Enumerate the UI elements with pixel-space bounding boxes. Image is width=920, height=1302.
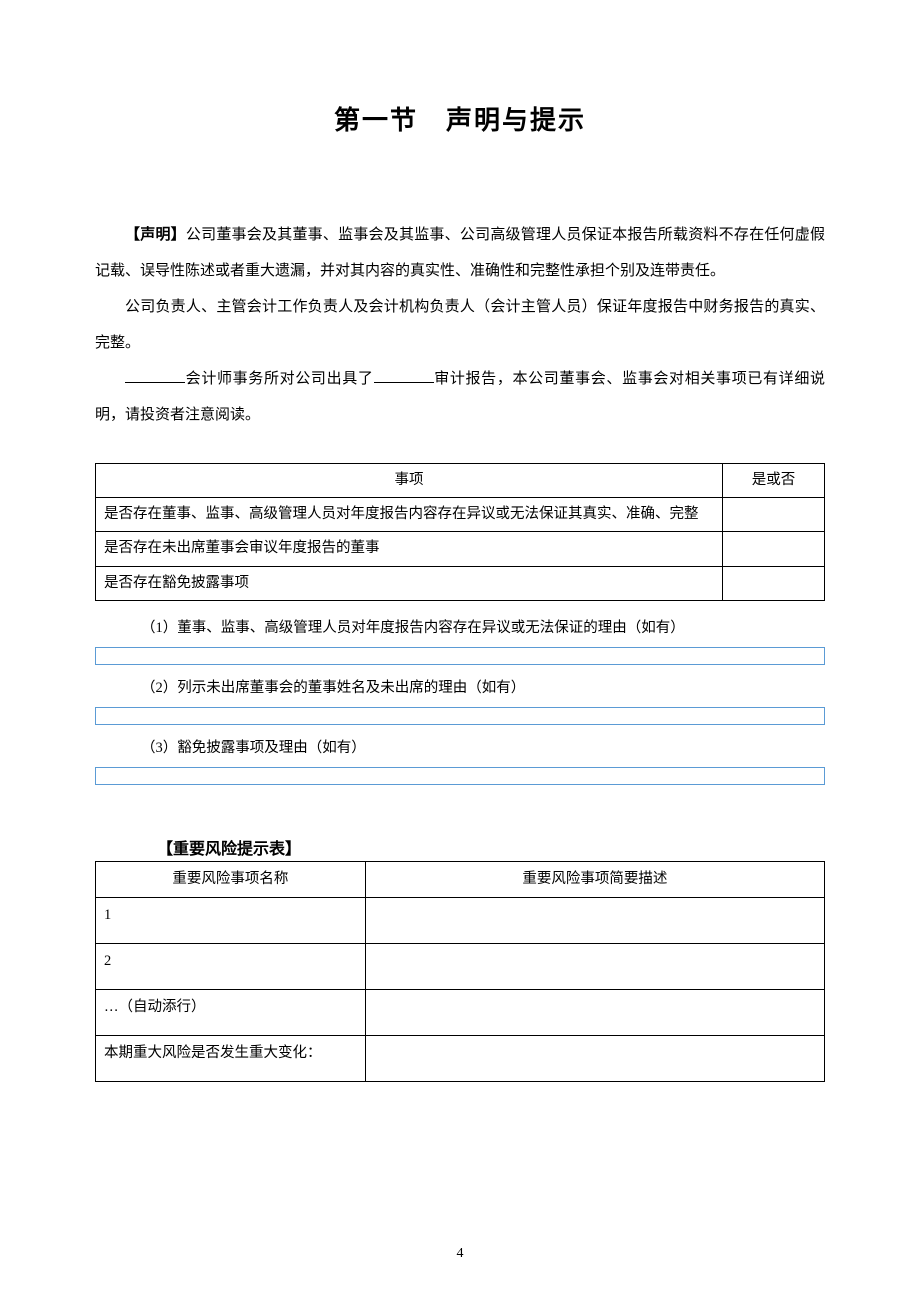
cell-yn[interactable] <box>722 532 824 566</box>
paragraph-1: 【声明】公司董事会及其董事、监事会及其监事、公司高级管理人员保证本报告所载资料不… <box>95 217 825 289</box>
page-number: 4 <box>0 1246 920 1262</box>
table-row: 是否存在未出席董事会审议年度报告的董事 <box>96 532 825 566</box>
risk-header-name: 重要风险事项名称 <box>96 862 366 898</box>
section-title: 第一节 声明与提示 <box>95 100 825 137</box>
declaration-block: 【声明】公司董事会及其董事、监事会及其监事、公司高级管理人员保证本报告所载资料不… <box>95 217 825 433</box>
matters-table: 事项 是或否 是否存在董事、监事、高级管理人员对年度报告内容存在异议或无法保证其… <box>95 463 825 601</box>
cell-item: 是否存在豁免披露事项 <box>96 566 723 600</box>
table-row: 是否存在董事、监事、高级管理人员对年度报告内容存在异议或无法保证其真实、准确、完… <box>96 498 825 532</box>
cell-yn[interactable] <box>722 498 824 532</box>
input-box-3[interactable] <box>95 767 825 785</box>
risk-table: 重要风险事项名称 重要风险事项简要描述 1 2 …（自动添行） 本期重大风险是否… <box>95 861 825 1082</box>
risk-cell-name: …（自动添行） <box>96 990 366 1036</box>
paragraph-2: 公司负责人、主管会计工作负责人及会计机构负责人（会计主管人员）保证年度报告中财务… <box>95 289 825 361</box>
cell-item: 是否存在未出席董事会审议年度报告的董事 <box>96 532 723 566</box>
risk-cell-desc[interactable] <box>365 944 824 990</box>
risk-cell-desc[interactable] <box>365 898 824 944</box>
sub-item-1: （1）董事、监事、高级管理人员对年度报告内容存在异议或无法保证的理由（如有） <box>95 609 825 647</box>
risk-row: 2 <box>96 944 825 990</box>
blank-field-1[interactable] <box>125 368 185 383</box>
risk-cell-desc[interactable] <box>365 1036 824 1082</box>
risk-header-row: 重要风险事项名称 重要风险事项简要描述 <box>96 862 825 898</box>
header-yn: 是或否 <box>722 464 824 498</box>
risk-title: 【重要风险提示表】 <box>95 835 825 859</box>
declaration-label: 【声明】 <box>125 227 186 243</box>
paragraph-3: 会计师事务所对公司出具了审计报告，本公司董事会、监事会对相关事项已有详细说明，请… <box>95 361 825 433</box>
risk-cell-name: 2 <box>96 944 366 990</box>
sub-item-3: （3）豁免披露事项及理由（如有） <box>95 729 825 767</box>
para1-text: 公司董事会及其董事、监事会及其监事、公司高级管理人员保证本报告所载资料不存在任何… <box>95 227 825 279</box>
input-box-1[interactable] <box>95 647 825 665</box>
risk-header-desc: 重要风险事项简要描述 <box>365 862 824 898</box>
input-box-2[interactable] <box>95 707 825 725</box>
table-row: 是否存在豁免披露事项 <box>96 566 825 600</box>
cell-item: 是否存在董事、监事、高级管理人员对年度报告内容存在异议或无法保证其真实、准确、完… <box>96 498 723 532</box>
sub-item-2: （2）列示未出席董事会的董事姓名及未出席的理由（如有） <box>95 669 825 707</box>
risk-cell-desc[interactable] <box>365 990 824 1036</box>
risk-cell-name: 本期重大风险是否发生重大变化： <box>96 1036 366 1082</box>
blank-field-2[interactable] <box>374 368 434 383</box>
risk-row: …（自动添行） <box>96 990 825 1036</box>
cell-yn[interactable] <box>722 566 824 600</box>
header-item: 事项 <box>96 464 723 498</box>
risk-row: 1 <box>96 898 825 944</box>
risk-cell-name: 1 <box>96 898 366 944</box>
para3a-text: 会计师事务所对公司出具了 <box>185 371 374 387</box>
table-header-row: 事项 是或否 <box>96 464 825 498</box>
risk-row: 本期重大风险是否发生重大变化： <box>96 1036 825 1082</box>
